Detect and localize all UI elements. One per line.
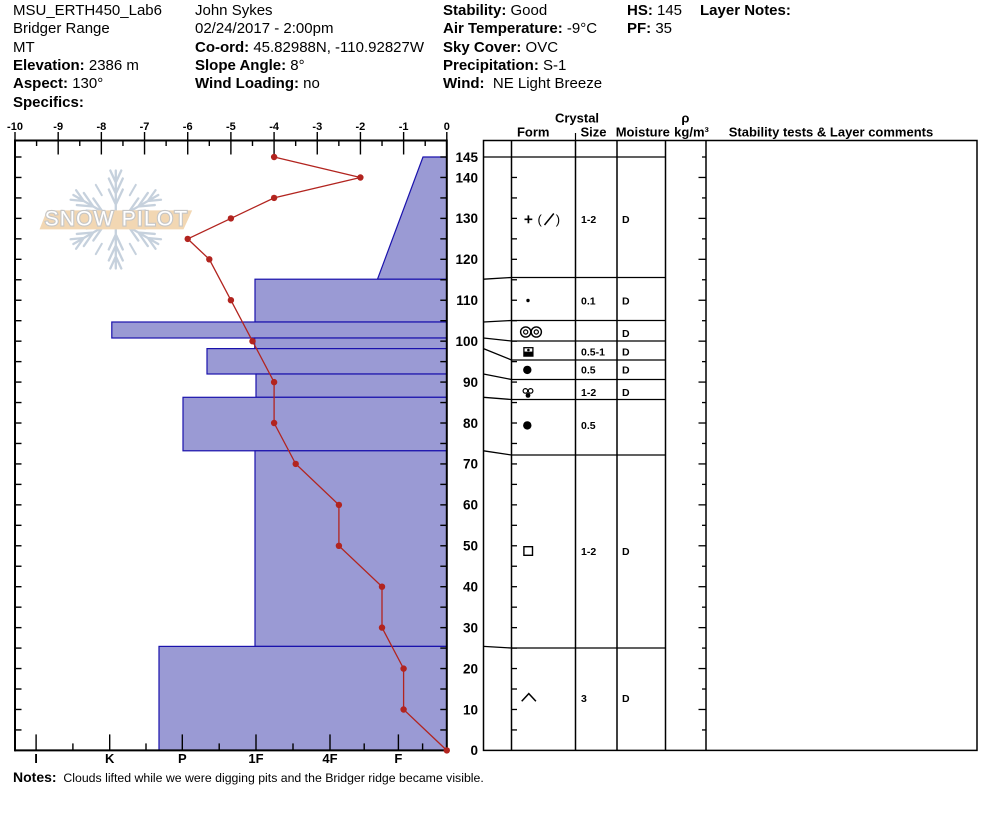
svg-text:D: D — [622, 546, 630, 558]
svg-text:kg/m³: kg/m³ — [674, 125, 709, 140]
svg-text:3: 3 — [581, 693, 587, 705]
svg-text:0.1: 0.1 — [581, 295, 596, 307]
svg-text:0: 0 — [444, 121, 450, 133]
svg-text:D: D — [622, 365, 630, 377]
svg-text:D: D — [622, 328, 630, 340]
svg-text:): ) — [556, 212, 560, 227]
svg-text:(: ( — [538, 212, 543, 227]
svg-text:130: 130 — [455, 211, 478, 226]
svg-text:-5: -5 — [226, 121, 236, 133]
svg-text:60: 60 — [463, 498, 478, 513]
svg-text:0.5: 0.5 — [581, 420, 596, 432]
svg-text:100: 100 — [455, 334, 478, 349]
svg-text:D: D — [622, 347, 630, 359]
svg-text:80: 80 — [463, 416, 478, 431]
svg-text:-1: -1 — [399, 121, 409, 133]
svg-text:4F: 4F — [322, 751, 337, 766]
svg-text:SNOW PILOT: SNOW PILOT — [45, 208, 189, 231]
svg-text:-10: -10 — [7, 121, 23, 133]
svg-text:1-2: 1-2 — [581, 214, 596, 226]
svg-text:-8: -8 — [97, 121, 107, 133]
svg-text:20: 20 — [463, 661, 478, 676]
svg-text:F: F — [394, 751, 402, 766]
svg-text:-4: -4 — [269, 121, 280, 133]
svg-text:145: 145 — [455, 150, 478, 165]
svg-text:70: 70 — [463, 457, 478, 472]
svg-text:-3: -3 — [312, 121, 322, 133]
svg-text:Stability tests & Layer commen: Stability tests & Layer comments — [729, 125, 933, 140]
svg-text:-7: -7 — [140, 121, 150, 133]
svg-text:-9: -9 — [53, 121, 63, 133]
svg-text:1-2: 1-2 — [581, 387, 596, 399]
svg-text:P: P — [178, 751, 187, 766]
svg-text:D: D — [622, 214, 630, 226]
svg-text:10: 10 — [463, 702, 478, 717]
svg-text:0.5-1: 0.5-1 — [581, 347, 605, 359]
svg-text:Moisture: Moisture — [616, 125, 670, 140]
svg-text:-2: -2 — [356, 121, 366, 133]
svg-text:30: 30 — [463, 620, 478, 635]
svg-text:SNOW PILOT: SNOW PILOT — [45, 208, 189, 231]
svg-text:90: 90 — [463, 375, 478, 390]
svg-text:140: 140 — [455, 170, 478, 185]
svg-text:1F: 1F — [248, 751, 263, 766]
svg-text:Size: Size — [580, 125, 606, 140]
svg-text:40: 40 — [463, 580, 478, 595]
svg-text:0: 0 — [470, 743, 478, 758]
svg-text:Crystal: Crystal — [555, 110, 599, 125]
svg-text:K: K — [105, 751, 115, 766]
svg-text:50: 50 — [463, 539, 478, 554]
svg-text:ρ: ρ — [681, 110, 689, 125]
svg-text:I: I — [34, 751, 38, 766]
svg-text:110: 110 — [456, 293, 478, 308]
svg-text:1-2: 1-2 — [581, 546, 596, 558]
svg-text:D: D — [622, 295, 630, 307]
svg-text:D: D — [622, 387, 630, 399]
svg-text:D: D — [622, 693, 630, 705]
svg-text:Form: Form — [517, 125, 550, 140]
svg-text:-6: -6 — [183, 121, 193, 133]
svg-text:120: 120 — [455, 252, 478, 267]
svg-text:0.5: 0.5 — [581, 365, 596, 377]
